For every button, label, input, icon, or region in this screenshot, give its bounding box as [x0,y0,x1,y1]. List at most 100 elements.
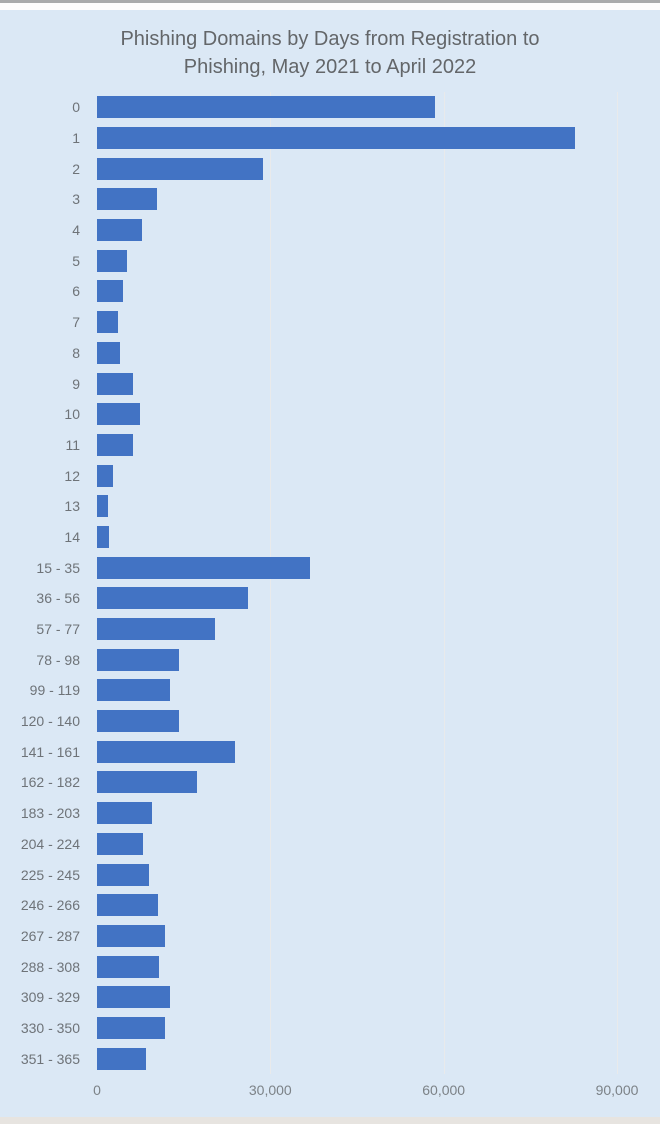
bar[interactable] [97,556,311,579]
y-axis-label: 14 [64,528,80,545]
y-axis-label: 330 - 350 [20,1019,80,1036]
y-axis-label: 57 - 77 [36,621,80,638]
y-axis-label: 5 [72,252,80,269]
bar[interactable] [97,372,133,395]
bar[interactable] [97,771,197,794]
chart-row: 162 - 182 [0,767,660,798]
chart-row: 5 [0,245,660,276]
bar-track [97,955,660,978]
y-axis-label: 78 - 98 [36,651,80,668]
bar[interactable] [97,96,435,119]
chart-title-line-1: Phishing Domains by Days from Registrati… [120,28,540,50]
bar-track [97,372,660,395]
chart-row: 57 - 77 [0,614,660,645]
bar[interactable] [97,188,158,211]
chart-row: 78 - 98 [0,644,660,675]
bar[interactable] [97,219,142,242]
bar[interactable] [97,894,159,917]
y-axis-label: 1 [72,130,80,147]
bar[interactable] [97,341,121,364]
bar-track [97,525,660,548]
y-axis-label: 10 [64,406,80,423]
gridline [617,92,618,1074]
y-axis-label: 141 - 161 [20,743,80,760]
bar[interactable] [97,464,114,487]
bar-track [97,832,660,855]
bar[interactable] [97,832,144,855]
bar-track [97,433,660,456]
bar-track [97,219,660,242]
y-axis-label: 7 [72,314,80,331]
y-axis-label: 13 [64,498,80,515]
bar[interactable] [97,127,575,150]
bar-track [97,587,660,610]
y-axis-label: 6 [72,283,80,300]
bar-track [97,188,660,211]
bar[interactable] [97,710,179,733]
chart-row: 12 [0,460,660,491]
chart-row: 309 - 329 [0,982,660,1013]
bar[interactable] [97,618,215,641]
bar-track [97,679,660,702]
bar[interactable] [97,433,133,456]
chart-row: 14 [0,522,660,553]
bar[interactable] [97,679,170,702]
bar-track [97,127,660,150]
window-top-edge [0,0,660,3]
chart-row: 141 - 161 [0,736,660,767]
y-axis-label: 267 - 287 [20,927,80,944]
chart-row: 204 - 224 [0,829,660,860]
bar-track [97,495,660,518]
chart-rows: 0 1 2 3 4 5 6 7 8 9 10 11 12 13 14 15 - 35 36 - 56 57 - 7… [0,92,660,1074]
y-axis-label: 0 [72,99,80,116]
window-bottom-strip [0,1117,660,1124]
chart-row: 246 - 266 [0,890,660,921]
bar[interactable] [97,1047,147,1070]
y-axis-label: 309 - 329 [20,989,80,1006]
chart-row: 11 [0,430,660,461]
chart-title-line-2: Phishing, May 2021 to April 2022 [183,56,477,78]
y-axis-label: 225 - 245 [20,866,80,883]
bar[interactable] [97,986,170,1009]
chart-row: 6 [0,276,660,307]
bar-track [97,311,660,334]
bar[interactable] [97,249,127,272]
bar[interactable] [97,495,108,518]
bar-track [97,802,660,825]
chart-row: 120 - 140 [0,706,660,737]
bar-track [97,986,660,1009]
chart-row: 183 - 203 [0,798,660,829]
chart-row: 36 - 56 [0,583,660,614]
bar-track [97,771,660,794]
chart-title: Phishing Domains by Days from Registrati… [0,25,660,81]
bar-track [97,863,660,886]
gridlines [97,92,657,1074]
bar[interactable] [97,157,263,180]
bar[interactable] [97,403,140,426]
bar-track [97,740,660,763]
bar-track [97,1047,660,1070]
chart-row: 9 [0,368,660,399]
bar[interactable] [97,311,118,334]
bar[interactable] [97,525,110,548]
y-axis-label: 162 - 182 [20,774,80,791]
bar[interactable] [97,802,152,825]
bar[interactable] [97,924,166,947]
bar[interactable] [97,1016,165,1039]
y-axis-label: 351 - 365 [20,1050,80,1067]
bar-track [97,556,660,579]
x-axis-tick-label: 90,000 [595,1082,639,1098]
bar[interactable] [97,740,236,763]
bar[interactable] [97,280,123,303]
x-axis-tick-label: 30,000 [248,1082,292,1098]
bar[interactable] [97,587,248,610]
bar[interactable] [97,863,149,886]
bar-track [97,341,660,364]
chart-row: 3 [0,184,660,215]
bar[interactable] [97,648,179,671]
y-axis-label: 15 - 35 [36,559,80,576]
chart-row: 225 - 245 [0,859,660,890]
y-axis-label: 204 - 224 [20,835,80,852]
bar[interactable] [97,955,159,978]
